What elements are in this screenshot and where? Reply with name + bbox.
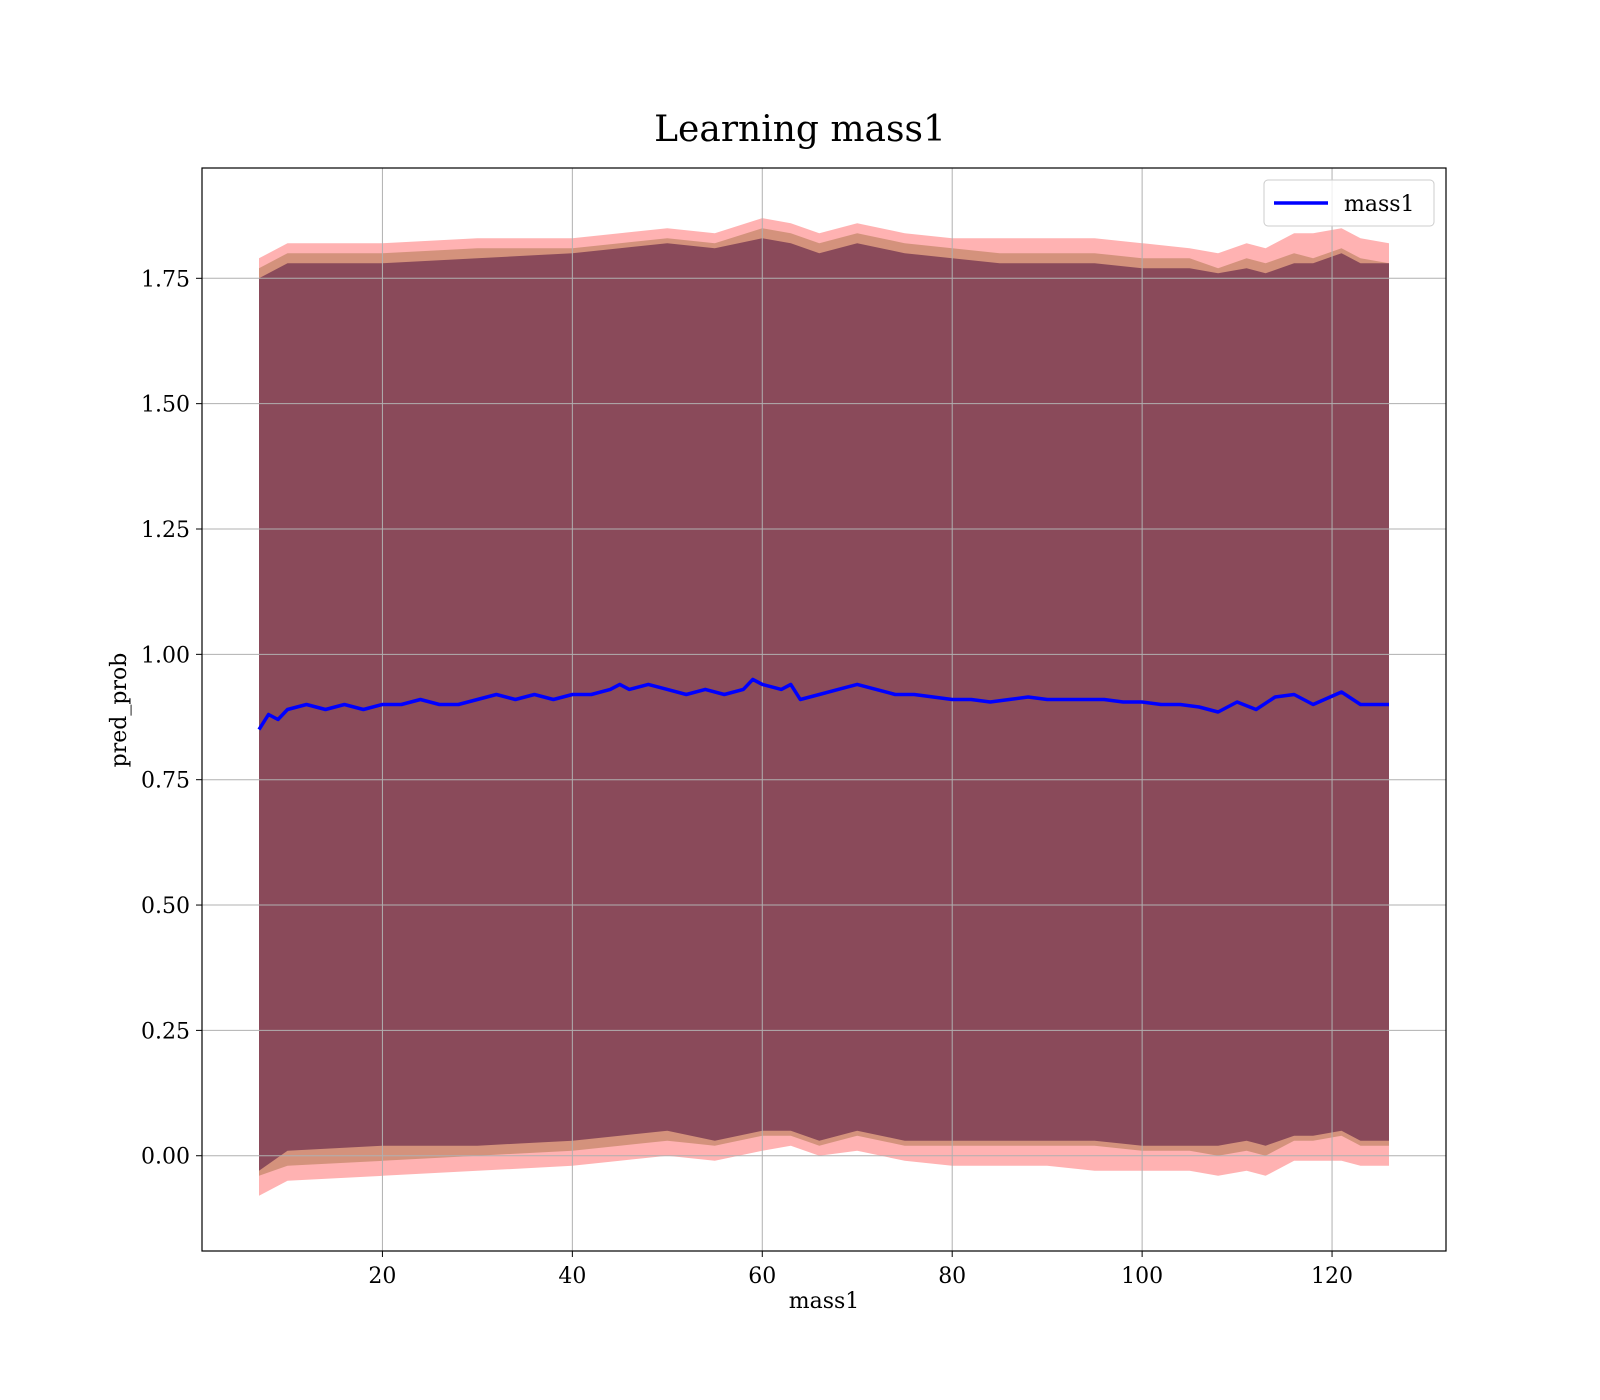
x-tick-label-2: 60 <box>748 1264 776 1289</box>
legend-label: mass1 <box>1344 192 1415 217</box>
y-axis-ticks: 0.00 0.25 0.50 0.75 1.00 1.25 1.50 1.75 <box>141 267 202 1170</box>
x-tick-label-1: 40 <box>558 1264 586 1289</box>
confidence-band-3 <box>259 238 1389 1171</box>
x-tick-label-5: 120 <box>1311 1264 1353 1289</box>
y-tick-label-0: 0.00 <box>141 1145 190 1170</box>
y-axis-label: pred_prob <box>107 653 132 768</box>
y-tick-label-1: 0.25 <box>141 1019 190 1044</box>
y-tick-label-5: 1.25 <box>141 518 190 543</box>
y-tick-label-4: 1.00 <box>141 643 190 668</box>
x-tick-label-3: 80 <box>938 1264 966 1289</box>
band-group <box>259 218 1389 1196</box>
y-tick-label-7: 1.75 <box>141 267 190 292</box>
x-tick-label-4: 100 <box>1121 1264 1163 1289</box>
y-tick-label-3: 0.75 <box>141 769 190 794</box>
legend: mass1 <box>1263 179 1435 227</box>
series-line-0 <box>257 677 1389 731</box>
plot-frame <box>201 167 1447 1252</box>
y-tick-label-6: 1.50 <box>141 393 190 418</box>
chart-title: Learning mass1 <box>654 109 946 150</box>
x-tick-label-0: 20 <box>368 1264 396 1289</box>
grid <box>202 168 1446 1251</box>
series-lines <box>257 677 1389 731</box>
x-axis-ticks: 20 40 60 80 100 120 <box>368 1251 1353 1289</box>
x-axis-label: mass1 <box>789 1289 860 1314</box>
legend-box <box>1263 179 1435 227</box>
y-tick-label-2: 0.50 <box>141 894 190 919</box>
